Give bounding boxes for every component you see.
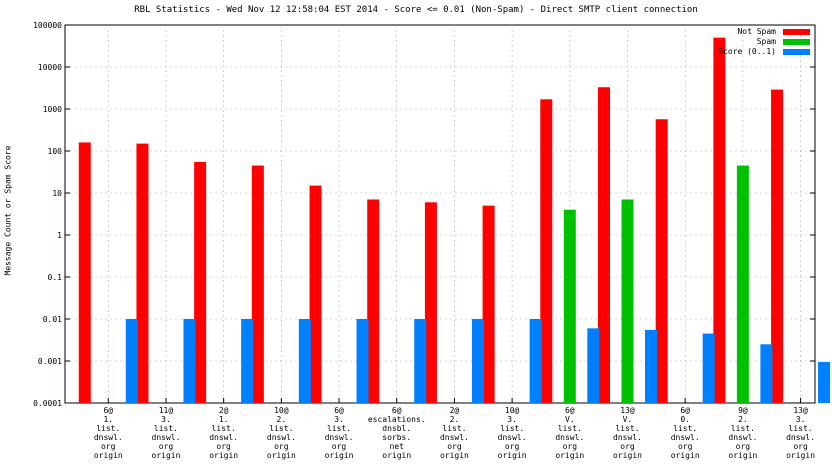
bar-score-0-1 — [125, 319, 138, 403]
bar-not-spam — [367, 199, 380, 403]
y-tick-label: 0.1 — [48, 273, 63, 282]
legend-label: Spam — [756, 37, 776, 46]
legend-swatch — [783, 39, 810, 45]
bar-not-spam — [482, 205, 495, 403]
x-tick-label: 13@ 3. list. dnswl. org origin — [786, 406, 815, 460]
bar-spam — [621, 199, 634, 403]
bar-not-spam — [424, 202, 437, 403]
bar-score-0-1 — [298, 319, 311, 403]
x-tick-label: 6@ 0. list. dnswl. org origin — [671, 406, 700, 460]
bar-score-0-1 — [241, 319, 254, 403]
x-tick-label: 10@ 3. list. dnswl. org origin — [498, 406, 527, 460]
bar-not-spam — [540, 99, 553, 404]
bar-not-spam — [251, 165, 264, 403]
x-tick-label: 6@ 1. list. dnswl. org origin — [94, 406, 123, 460]
bar-score-0-1 — [702, 333, 715, 403]
bar-score-0-1 — [529, 319, 542, 403]
legend-swatch — [783, 49, 810, 55]
x-tick-label: 2@ 2. list. dnswl. org origin — [440, 406, 469, 460]
bar-score-0-1 — [587, 328, 600, 403]
bar-score-0-1 — [356, 319, 369, 403]
x-tick-label: 2@ 1. list. dnswl. org origin — [209, 406, 238, 460]
bar-score-0-1 — [414, 319, 427, 403]
bar-not-spam — [136, 143, 149, 403]
bar-not-spam — [771, 89, 784, 403]
bar-score-0-1 — [645, 329, 657, 403]
bar-score-0-1 — [471, 319, 484, 403]
x-tick-label: 6@ escalations. dnsbl. sorbs. net origin — [368, 406, 426, 460]
bar-not-spam — [655, 119, 668, 403]
y-tick-label: 1 — [57, 231, 62, 240]
y-axis-label: Message Count or Spam Score — [3, 145, 13, 276]
bar-not-spam — [78, 142, 91, 404]
x-tick-label: 9@ 2. list. dnswl. org origin — [728, 406, 757, 460]
y-tick-label: 10 — [52, 189, 62, 198]
bar-not-spam — [194, 161, 207, 403]
y-tick-label: 100000 — [33, 21, 62, 30]
bar-score-0-1 — [183, 319, 196, 403]
legend-item-spam: Spam — [640, 37, 810, 47]
chart-title: RBL Statistics - Wed Nov 12 12:58:04 EST… — [134, 5, 698, 15]
legend-label: Score (0..1) — [718, 47, 776, 56]
plot-frame — [64, 24, 816, 404]
legend-label: Not Spam — [737, 27, 776, 36]
x-tick-label: 6@ 3. list. dnswl. org origin — [325, 406, 354, 460]
legend-item-not-spam: Not Spam — [640, 27, 810, 37]
bar-score-0-1 — [760, 344, 773, 403]
legend-swatch — [783, 29, 810, 35]
y-tick-label: 0.001 — [38, 357, 62, 366]
bar-spam — [563, 209, 576, 403]
bar-score-0-1 — [818, 361, 831, 403]
y-tick-label: 0.0001 — [33, 399, 62, 408]
bar-spam — [736, 165, 749, 403]
legend-item-score: Score (0..1) — [640, 47, 810, 57]
x-tick-label: 10@ 2. list. dnswl. org origin — [267, 406, 296, 460]
x-tick-label: 6@ V. list. dnswl. org origin — [555, 406, 584, 460]
bar-not-spam — [309, 185, 322, 403]
legend: Not Spam Spam Score (0..1) — [640, 27, 810, 57]
bar-not-spam — [713, 37, 726, 404]
y-tick-label: 1000 — [43, 105, 62, 114]
bar-not-spam — [598, 87, 610, 403]
x-tick-label: 13@ V. list. dnswl. org origin — [613, 406, 642, 460]
x-tick-label: 11@ 3. list. dnswl. org origin — [152, 406, 181, 460]
y-tick-label: 100 — [48, 147, 63, 156]
y-tick-label: 0.01 — [43, 315, 62, 324]
y-tick-label: 10000 — [38, 63, 62, 72]
